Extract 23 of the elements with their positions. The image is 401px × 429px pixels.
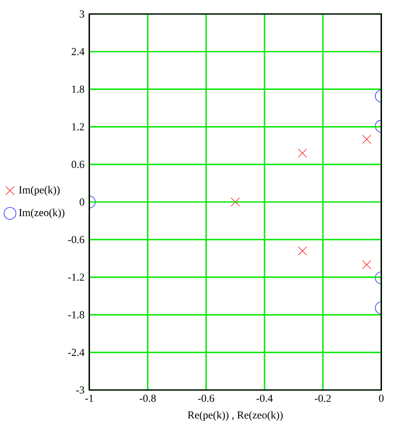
x-axis-title: Re(pe(k)) , Re(zeo(k)) [188, 411, 283, 421]
legend-label: Im(pe(k)) [18, 186, 60, 196]
y-tick-label: 1.8 [72, 86, 84, 93]
point [230, 197, 240, 207]
x-tick-label: -1 [85, 394, 93, 402]
y-tick-label: 3 [80, 10, 84, 18]
y-tick-label: 0 [80, 198, 84, 206]
y-tick-label: 2.4 [72, 48, 84, 56]
point [298, 148, 307, 158]
y-tick-label: -3 [76, 386, 84, 394]
y-tick-label: -1.2 [68, 274, 84, 281]
x-tick-label: -0.8 [140, 394, 156, 402]
y-tick-label: -2.4 [68, 348, 84, 356]
y-tick-label: 1.2 [72, 123, 84, 130]
y-tick-label: -0.6 [68, 236, 84, 244]
point [298, 246, 307, 256]
x-tick-label: -0.6 [198, 394, 214, 402]
x-tick-label: 0 [378, 394, 384, 402]
y-tick-label: 0.6 [72, 160, 84, 168]
y-tick-label: -1.8 [68, 311, 84, 318]
legend-label: Im(zeo(k)) [18, 208, 64, 218]
x-tick-label: -0.2 [314, 394, 331, 402]
x-tick-label: -0.4 [256, 394, 273, 402]
